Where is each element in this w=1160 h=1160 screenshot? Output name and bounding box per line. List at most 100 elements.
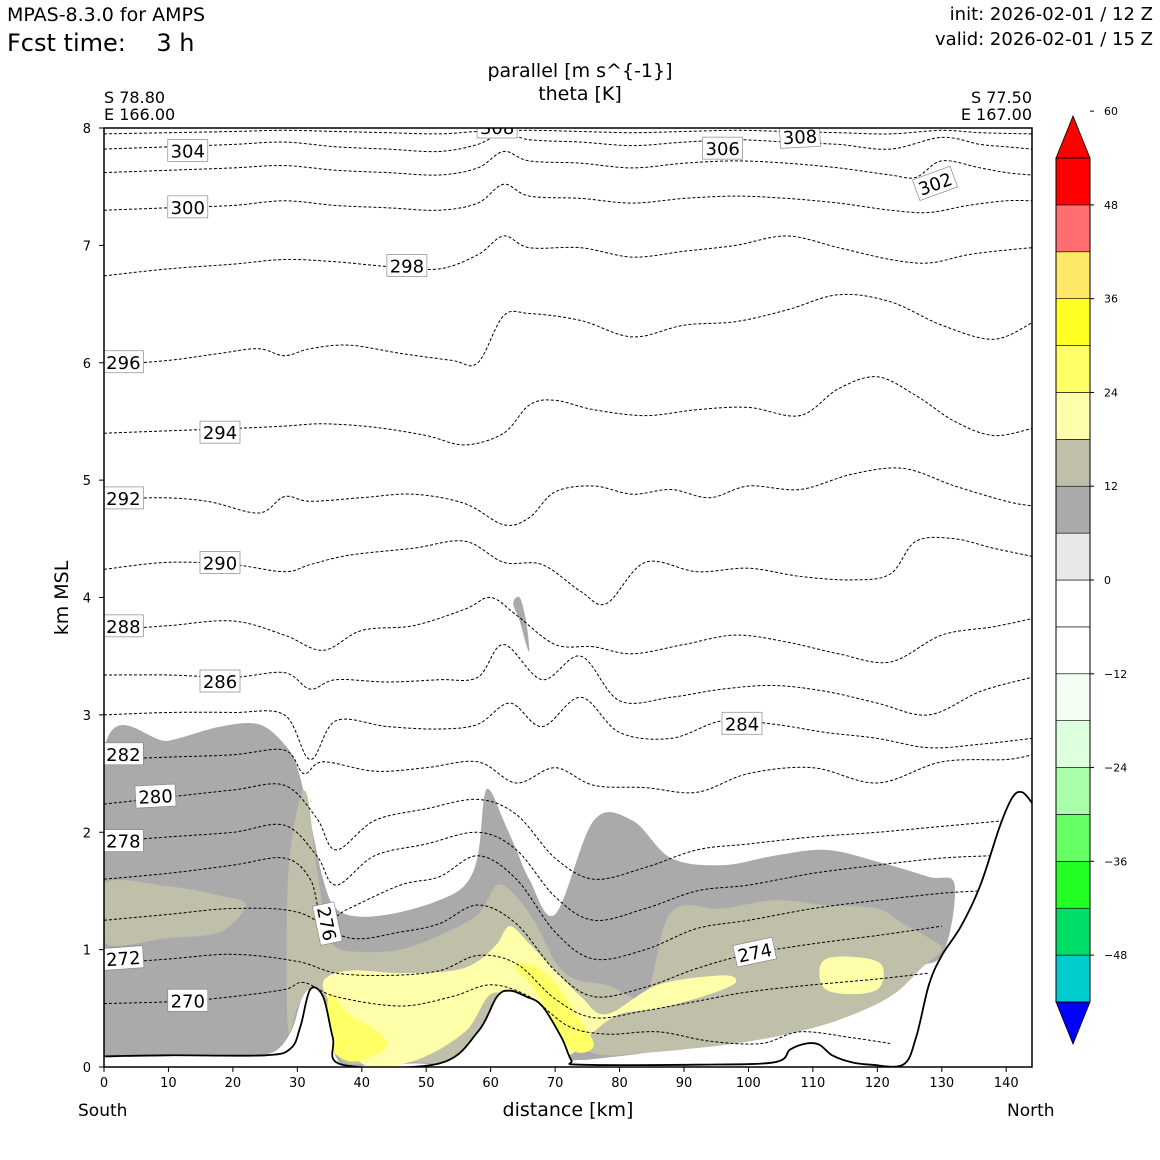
theta-label-text: 302	[916, 169, 955, 200]
theta-label-300-15: 300	[167, 195, 209, 219]
right-endpoint-lon: E 167.00	[960, 105, 1032, 124]
colorbar-segment-12	[1055, 439, 1091, 487]
colorbar-segment--54	[1055, 954, 1091, 1003]
wind-fill-region-6	[514, 963, 594, 1053]
theta-label-text: 288	[106, 617, 140, 638]
theta-label-text: 280	[138, 786, 173, 809]
theta-label-text: 284	[725, 714, 759, 735]
colorbar-tick-label-36: 36	[1104, 293, 1118, 306]
forecast-time-value: 3 h	[156, 29, 195, 57]
theta-label-286-8: 286	[199, 669, 241, 693]
theta-contour-276	[104, 855, 981, 961]
colorbar-segment-6	[1055, 485, 1091, 534]
theta-contour-300	[104, 183, 1032, 214]
theta-contour-290	[104, 536, 1032, 606]
forecast-time: Fcst time: 3 h	[7, 29, 194, 57]
theta-label-296-13: 296	[104, 350, 144, 374]
theta-label-text: 292	[106, 489, 140, 510]
y-tick-label-2: 2	[83, 826, 91, 841]
x-tick-label-140: 140	[994, 1076, 1019, 1091]
theta-label-text: 298	[390, 257, 424, 278]
south-direction-label: South	[78, 1101, 128, 1121]
colorbar-tick-label-12: 12	[1104, 480, 1118, 493]
theta-label-text: 294	[203, 423, 237, 444]
theta-label-306-18: 306	[702, 136, 744, 160]
colorbar-tick-label-60: 60	[1104, 105, 1118, 118]
theta-label-276-3: 276	[311, 901, 343, 946]
theta-label-308-19: 308	[476, 118, 518, 139]
x-tick-label-70: 70	[547, 1076, 564, 1091]
colorbar-max-arrow	[1055, 114, 1091, 159]
x-tick-label-60: 60	[482, 1076, 499, 1091]
colorbar-min-arrow	[1055, 1001, 1091, 1046]
theta-contour-288	[104, 596, 1032, 664]
theta-label-290-10: 290	[199, 551, 241, 574]
x-tick-label-50: 50	[418, 1076, 435, 1091]
colorbar-segment--48	[1055, 907, 1091, 956]
theta-label-text: 270	[171, 991, 205, 1012]
theta-label-text: 304	[171, 141, 205, 162]
colorbar-segment--42	[1055, 861, 1091, 909]
colorbar-segment-24	[1055, 345, 1091, 393]
theta-label-302-16: 302	[911, 165, 958, 202]
y-tick-label-7: 7	[83, 239, 91, 254]
theta-contour-284	[104, 696, 1032, 760]
x-axis-label: distance [km]	[502, 1099, 634, 1121]
colorbar-segment--30	[1055, 767, 1091, 815]
colorbar-segment-42	[1055, 204, 1091, 253]
wind-fill-region-5	[327, 993, 388, 1062]
theta-label-272-1: 272	[104, 945, 145, 971]
colorbar-segment--36	[1055, 814, 1091, 862]
theta-label-282-6: 282	[104, 742, 144, 766]
colorbar-tick-label-0: 0	[1104, 574, 1111, 587]
colorbar-segment-36	[1055, 251, 1091, 299]
colorbar-segment--24	[1055, 720, 1091, 768]
colorbar-segment-48	[1055, 157, 1091, 206]
theta-label-text: 286	[203, 672, 237, 693]
colorbar-segment--6	[1055, 579, 1091, 628]
y-axis-label: km MSL	[51, 560, 73, 636]
theta-contour-294	[104, 376, 1032, 446]
right-endpoint-lat: S 77.50	[970, 88, 1032, 107]
theta-label-294-12: 294	[199, 420, 241, 444]
theta-label-text: 278	[106, 832, 140, 853]
x-tick-label-120: 120	[865, 1076, 890, 1091]
theta-contour-302	[104, 150, 1032, 179]
theta-contour-286	[104, 643, 1032, 716]
x-tick-label-90: 90	[676, 1076, 693, 1091]
x-tick-label-100: 100	[736, 1076, 761, 1091]
north-direction-label: North	[1007, 1101, 1055, 1121]
theta-contour-274	[104, 904, 942, 998]
forecast-time-label: Fcst time:	[7, 29, 126, 57]
x-tick-label-10: 10	[160, 1076, 177, 1091]
theta-label-280-5: 280	[134, 783, 177, 809]
colorbar-segment--12	[1055, 626, 1091, 675]
chart-title: parallel [m s^{-1}]	[487, 60, 673, 82]
wind-fill-region-7	[513, 596, 530, 652]
colorbar-tick-label-48: 48	[1104, 199, 1118, 212]
x-tick-label-130: 130	[929, 1076, 954, 1091]
y-tick-label-3: 3	[83, 709, 91, 724]
theta-contour-282	[104, 748, 1032, 794]
theta-label-278-4: 278	[104, 829, 144, 853]
colorbar-tick-label--36: −36	[1104, 855, 1127, 868]
theta-label-text: 282	[106, 745, 140, 766]
theta-label-text: 308	[480, 118, 514, 139]
theta-label-text: 296	[106, 353, 140, 374]
colorbar-tick-label--48: −48	[1104, 949, 1127, 962]
theta-label-298-14: 298	[386, 254, 428, 278]
theta-contour-270	[104, 981, 891, 1045]
left-endpoint-coords: S 78.80 E 166.00	[104, 89, 175, 123]
theta-label-text: 272	[105, 948, 141, 971]
chart-subtitle: theta [K]	[538, 83, 622, 105]
theta-label-284-7: 284	[721, 711, 763, 735]
left-endpoint-lat: S 78.80	[104, 88, 166, 107]
theta-label-text: 306	[705, 139, 739, 160]
y-tick-label-6: 6	[83, 357, 91, 372]
terrain-line	[104, 790, 1032, 1067]
theta-contour-272	[104, 953, 929, 1019]
x-tick-label-20: 20	[225, 1076, 242, 1091]
theta-contour-292	[104, 467, 1032, 526]
